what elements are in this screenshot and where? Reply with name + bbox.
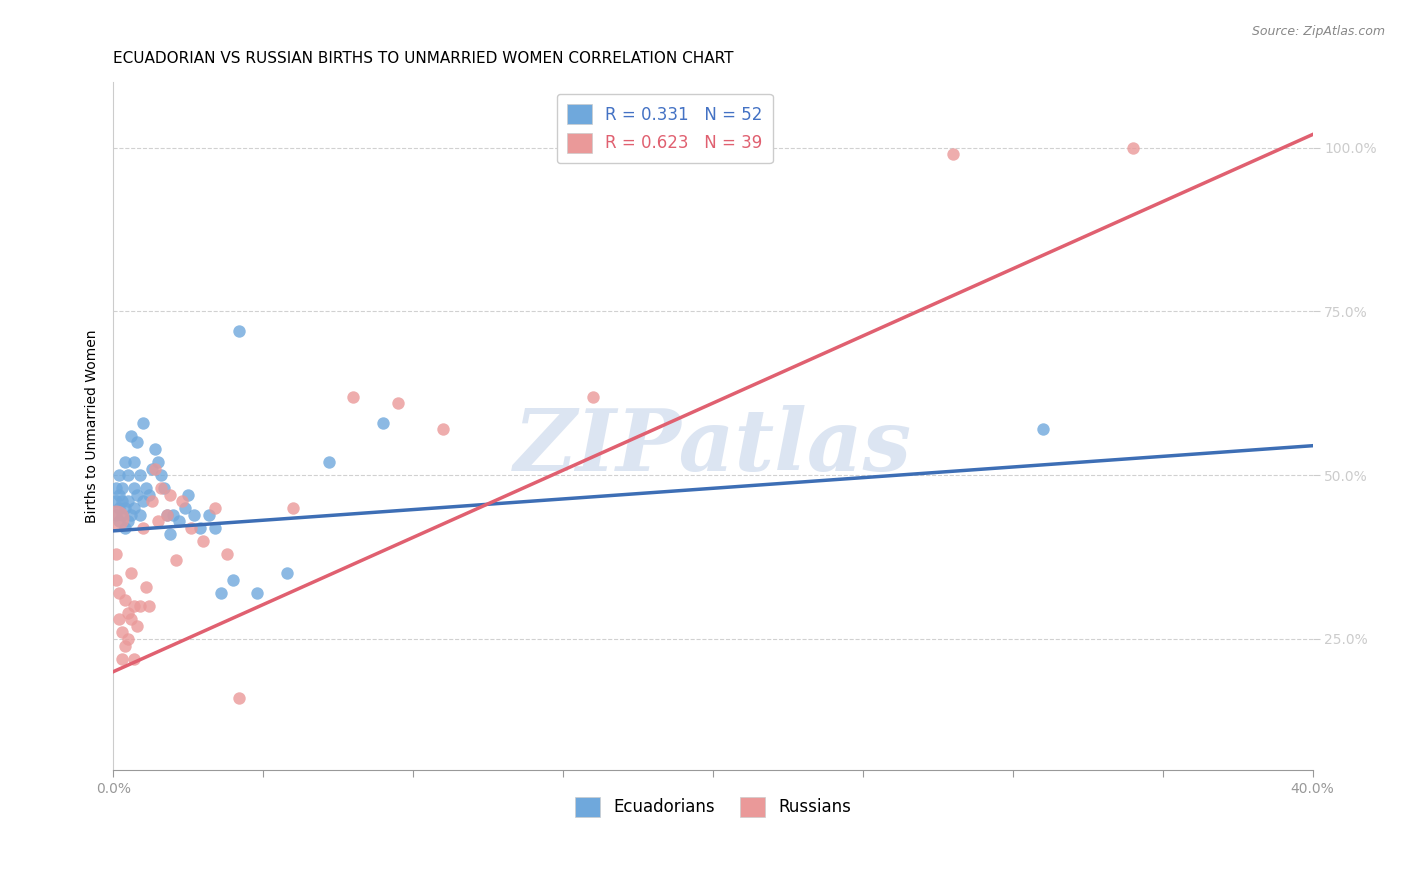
Point [111, 508, 134, 522]
Point [159, 488, 181, 502]
Point [246, 586, 269, 600]
Text: ECUADORIAN VS RUSSIAN BIRTHS TO UNMARRIED WOMEN CORRELATION CHART: ECUADORIAN VS RUSSIAN BIRTHS TO UNMARRIE… [114, 51, 734, 66]
Point [222, 573, 245, 587]
Point [105, 481, 128, 495]
Point [120, 566, 142, 581]
Point [127, 435, 149, 450]
Point [1122, 141, 1144, 155]
Point [108, 612, 131, 626]
Point [135, 580, 157, 594]
Point [108, 586, 131, 600]
Point [141, 494, 163, 508]
Point [150, 468, 173, 483]
Point [117, 494, 139, 508]
Point [204, 520, 226, 534]
Point [120, 508, 142, 522]
Point [132, 416, 155, 430]
Point [150, 481, 173, 495]
Point [108, 468, 131, 483]
Point [318, 455, 340, 469]
Legend: Ecuadorians, Russians: Ecuadorians, Russians [568, 790, 858, 823]
Point [111, 625, 134, 640]
Point [129, 508, 152, 522]
Point [156, 508, 179, 522]
Point [114, 639, 136, 653]
Point [146, 514, 169, 528]
Point [105, 573, 128, 587]
Point [105, 547, 128, 561]
Point [153, 481, 176, 495]
Point [167, 514, 190, 528]
Point [204, 500, 226, 515]
Point [122, 599, 145, 614]
Text: Source: ZipAtlas.com: Source: ZipAtlas.com [1251, 25, 1385, 38]
Point [159, 527, 181, 541]
Point [132, 494, 155, 508]
Point [141, 461, 163, 475]
Point [174, 500, 197, 515]
Point [108, 514, 131, 528]
Point [114, 592, 136, 607]
Y-axis label: Births to Unmarried Women: Births to Unmarried Women [86, 329, 100, 523]
Point [143, 461, 166, 475]
Point [127, 488, 149, 502]
Point [114, 500, 136, 515]
Point [1032, 422, 1054, 436]
Point [177, 488, 200, 502]
Point [132, 520, 155, 534]
Point [129, 468, 152, 483]
Point [138, 599, 160, 614]
Point [228, 690, 250, 705]
Point [111, 481, 134, 495]
Point [127, 619, 149, 633]
Point [129, 599, 152, 614]
Point [156, 508, 179, 522]
Point [432, 422, 454, 436]
Point [117, 514, 139, 528]
Point [146, 455, 169, 469]
Point [114, 520, 136, 534]
Point [122, 500, 145, 515]
Point [138, 488, 160, 502]
Point [143, 442, 166, 456]
Point [117, 606, 139, 620]
Point [942, 147, 965, 161]
Point [120, 612, 142, 626]
Point [111, 651, 134, 665]
Point [371, 416, 394, 430]
Point [342, 390, 364, 404]
Point [122, 481, 145, 495]
Point [183, 508, 205, 522]
Point [117, 468, 139, 483]
Point [120, 429, 142, 443]
Point [111, 494, 134, 508]
Point [281, 500, 304, 515]
Point [117, 632, 139, 646]
Point [582, 390, 605, 404]
Point [188, 520, 211, 534]
Point [172, 494, 194, 508]
Point [105, 494, 128, 508]
Point [108, 488, 131, 502]
Point [108, 500, 131, 515]
Point [276, 566, 298, 581]
Point [105, 510, 128, 524]
Point [165, 553, 187, 567]
Point [387, 396, 409, 410]
Point [198, 508, 221, 522]
Point [217, 547, 239, 561]
Point [114, 455, 136, 469]
Point [122, 455, 145, 469]
Point [122, 651, 145, 665]
Point [228, 324, 250, 338]
Point [105, 508, 128, 522]
Point [162, 508, 184, 522]
Point [180, 520, 202, 534]
Point [191, 533, 214, 548]
Text: ZIPatlas: ZIPatlas [513, 405, 912, 489]
Point [209, 586, 232, 600]
Point [135, 481, 157, 495]
